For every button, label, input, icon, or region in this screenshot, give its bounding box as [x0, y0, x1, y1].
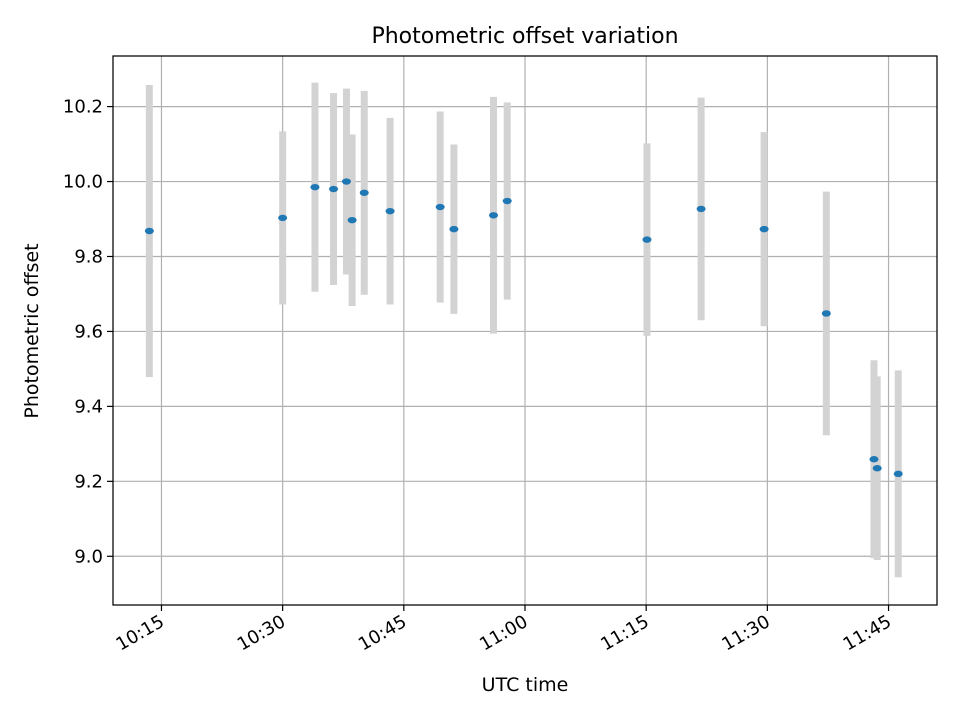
data-point — [502, 197, 512, 205]
data-point — [310, 183, 320, 191]
data-point — [329, 185, 339, 193]
y-tick-label: 9.2 — [74, 471, 103, 492]
data-point — [385, 207, 395, 215]
data-point — [435, 203, 445, 211]
data-point — [696, 205, 706, 213]
data-point — [278, 214, 288, 222]
data-point — [872, 465, 882, 472]
y-tick-label: 9.4 — [74, 396, 103, 417]
data-point — [488, 212, 498, 219]
data-point — [359, 189, 369, 196]
x-axis-label: UTC time — [482, 674, 569, 696]
data-point — [869, 456, 879, 463]
y-axis-label: Photometric offset — [21, 243, 43, 418]
data-point — [821, 310, 831, 317]
data-point — [449, 225, 459, 233]
y-tick-label: 9.0 — [74, 546, 103, 567]
data-point — [341, 178, 351, 185]
data-point — [642, 236, 652, 243]
y-tick-label: 10.2 — [63, 97, 103, 118]
y-tick-label: 10.0 — [63, 172, 103, 193]
chart-title: Photometric offset variation — [371, 24, 678, 49]
data-point — [144, 227, 154, 235]
y-tick-label: 9.6 — [74, 321, 103, 342]
data-point — [893, 470, 903, 478]
data-point — [759, 225, 769, 233]
data-points — [144, 178, 903, 478]
y-tick-label: 9.8 — [74, 246, 103, 267]
data-point — [347, 216, 357, 224]
